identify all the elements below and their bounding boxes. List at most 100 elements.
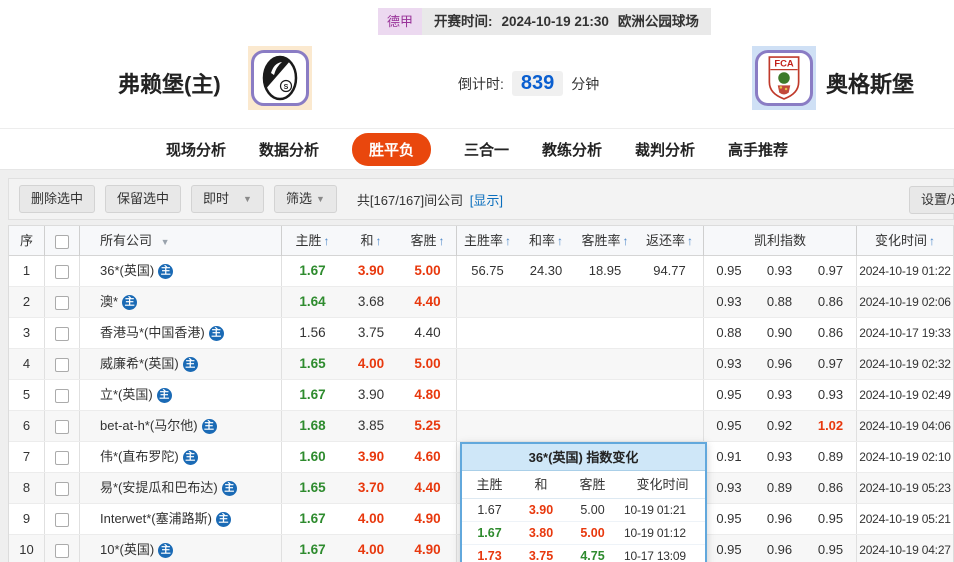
draw-rate <box>518 380 574 410</box>
draw-rate: 24.30 <box>529 263 563 278</box>
checkbox-cell <box>44 318 79 348</box>
tab-2[interactable]: 数据分析 <box>258 141 319 159</box>
sort-up-icon: ↑ <box>622 234 629 248</box>
company-cell[interactable]: bet-at-h*(马尔他) 主 <box>79 411 281 441</box>
main-company-icon: 主 <box>158 263 174 279</box>
main-company-icon: 主 <box>215 511 231 527</box>
row-checkbox[interactable] <box>55 543 69 558</box>
row-checkbox[interactable] <box>55 264 69 279</box>
kelly-index: 0.95 <box>703 380 754 410</box>
away-win-odds: 4.90 <box>414 542 441 557</box>
col-header-away-rate[interactable]: 客胜率 ↑ <box>574 226 636 256</box>
away-win-odds: 5.00 <box>414 263 441 278</box>
return-rate <box>636 287 703 317</box>
live-dropdown[interactable]: 即时 ▼ <box>191 185 264 213</box>
return-rate: 94.77 <box>653 263 686 278</box>
company-cell[interactable]: 威廉希*(英国) 主 <box>79 349 281 379</box>
away-win-rate <box>574 287 636 317</box>
tab-6[interactable]: 裁判分析 <box>635 141 696 159</box>
company-cell[interactable]: 10*(英国) 主 <box>79 535 281 562</box>
kelly-index: 0.88 <box>766 294 793 309</box>
company-cell[interactable]: 立*(英国) 主 <box>79 380 281 410</box>
sort-up-icon: ↑ <box>557 234 563 248</box>
row-index: 10 <box>19 542 34 557</box>
home-win-odds: 1.65 <box>281 349 343 379</box>
tab-3[interactable]: 胜平负 <box>351 132 431 166</box>
popup-col-draw: 和 <box>534 477 548 492</box>
row-checkbox[interactable] <box>55 419 69 434</box>
kickoff-label: 开赛时间: <box>434 14 493 29</box>
tab-7[interactable]: 高手推荐 <box>728 141 789 159</box>
company-cell[interactable]: 香港马*(中国香港) 主 <box>79 318 281 348</box>
company-cell[interactable]: 伟*(直布罗陀) 主 <box>79 442 281 472</box>
away-win-rate <box>574 349 636 379</box>
popup-time: 10-19 01:21 <box>624 503 686 517</box>
kelly-index: 0.95 <box>703 504 754 534</box>
kelly-index: 1.02 <box>817 418 844 433</box>
away-win-odds: 4.90 <box>414 511 441 526</box>
col-header-draw[interactable]: 和 ↑ <box>343 226 399 256</box>
home-win-odds: 1.67 <box>281 504 343 534</box>
row-checkbox[interactable] <box>55 388 69 403</box>
select-all-checkbox[interactable] <box>55 234 69 249</box>
popup-draw-odds: 3.90 <box>528 503 554 517</box>
company-name: 易*(安提瓜和巴布达) <box>100 480 218 495</box>
away-win-odds: 4.60 <box>414 449 441 464</box>
col-header-home-rate[interactable]: 主胜率 ↑ <box>456 226 518 256</box>
col-header-home-win[interactable]: 主胜 ↑ <box>281 226 343 256</box>
checkbox-cell <box>44 535 79 562</box>
change-time-cell: 2024-10-19 02:10 <box>856 442 953 472</box>
kelly-index: 0.97 <box>817 263 844 278</box>
tab-5[interactable]: 教练分析 <box>542 141 603 159</box>
row-checkbox[interactable] <box>55 295 69 310</box>
row-checkbox[interactable] <box>55 357 69 372</box>
tab-1[interactable]: 现场分析 <box>165 141 226 159</box>
change-time-cell: 2024-10-19 02:06 <box>856 287 953 317</box>
away-win-rate: 18.95 <box>588 263 622 278</box>
col-label: 客胜 <box>410 233 437 248</box>
row-checkbox[interactable] <box>55 481 69 496</box>
row-checkbox[interactable] <box>55 326 69 341</box>
company-cell[interactable]: 36*(英国) 主 <box>79 256 281 286</box>
table-row: 3 香港马*(中国香港) 主 1.56 3.75 4.40 0.88 0.90 0.86 2024… <box>9 318 953 349</box>
home-win-rate: 56.75 <box>456 256 518 286</box>
col-header-draw-rate[interactable]: 和率 ↑ <box>518 226 574 256</box>
show-link[interactable]: [显示] <box>469 192 503 208</box>
company-cell[interactable]: 易*(安提瓜和巴布达) 主 <box>79 473 281 503</box>
company-cell[interactable]: Interwet*(塞浦路斯) 主 <box>79 504 281 534</box>
league-badge: 德甲 <box>378 8 423 35</box>
home-logo-frame: S <box>251 50 309 106</box>
countdown-label: 倒计时: <box>458 75 504 92</box>
row-checkbox[interactable] <box>55 450 69 465</box>
main-company-icon: 主 <box>156 387 172 403</box>
popup-home-odds: 1.67 <box>477 526 502 540</box>
sort-up-icon: ↑ <box>929 234 935 248</box>
delete-selected-button[interactable]: 删除选中 <box>19 185 96 213</box>
filter-dropdown[interactable]: 筛选 ▼ <box>273 185 337 213</box>
col-header-change-time[interactable]: 变化时间 ↑ <box>856 226 953 256</box>
kelly-index: 0.96 <box>766 356 793 371</box>
home-team-logo: S <box>248 46 312 110</box>
popup-away-odds: 5.00 <box>580 503 605 517</box>
keep-selected-button[interactable]: 保留选中 <box>105 185 182 213</box>
home-win-rate <box>456 380 518 410</box>
main-company-icon: 主 <box>122 294 138 310</box>
settings-button[interactable]: 设置/选择 <box>909 186 954 214</box>
away-win-odds: 5.00 <box>414 356 441 371</box>
home-win-odds: 1.64 <box>281 287 343 317</box>
col-header-away-win[interactable]: 客胜 ↑ <box>399 226 456 256</box>
company-cell[interactable]: 澳* 主 <box>79 287 281 317</box>
col-header-return-rate[interactable]: 返还率 ↑ <box>636 226 703 256</box>
kelly-index: 0.90 <box>766 325 793 340</box>
popup-row: 1.67 3.90 5.00 10-19 01:21 <box>462 499 705 522</box>
kelly-index: 0.88 <box>703 318 754 348</box>
filter-dropdown-label: 筛选 <box>285 191 312 206</box>
popup-header-row: 主胜 和 客胜 变化时间 <box>462 471 705 499</box>
tab-4[interactable]: 三合一 <box>463 141 509 159</box>
col-header-company[interactable]: 所有公司 ▼ <box>79 226 281 256</box>
row-checkbox[interactable] <box>55 512 69 527</box>
change-time-cell: 2024-10-19 02:49 <box>856 380 953 410</box>
main-company-icon: 主 <box>182 356 198 372</box>
freiburg-crest-icon: S <box>262 55 298 101</box>
popup-col-change-time: 变化时间 <box>636 477 689 492</box>
